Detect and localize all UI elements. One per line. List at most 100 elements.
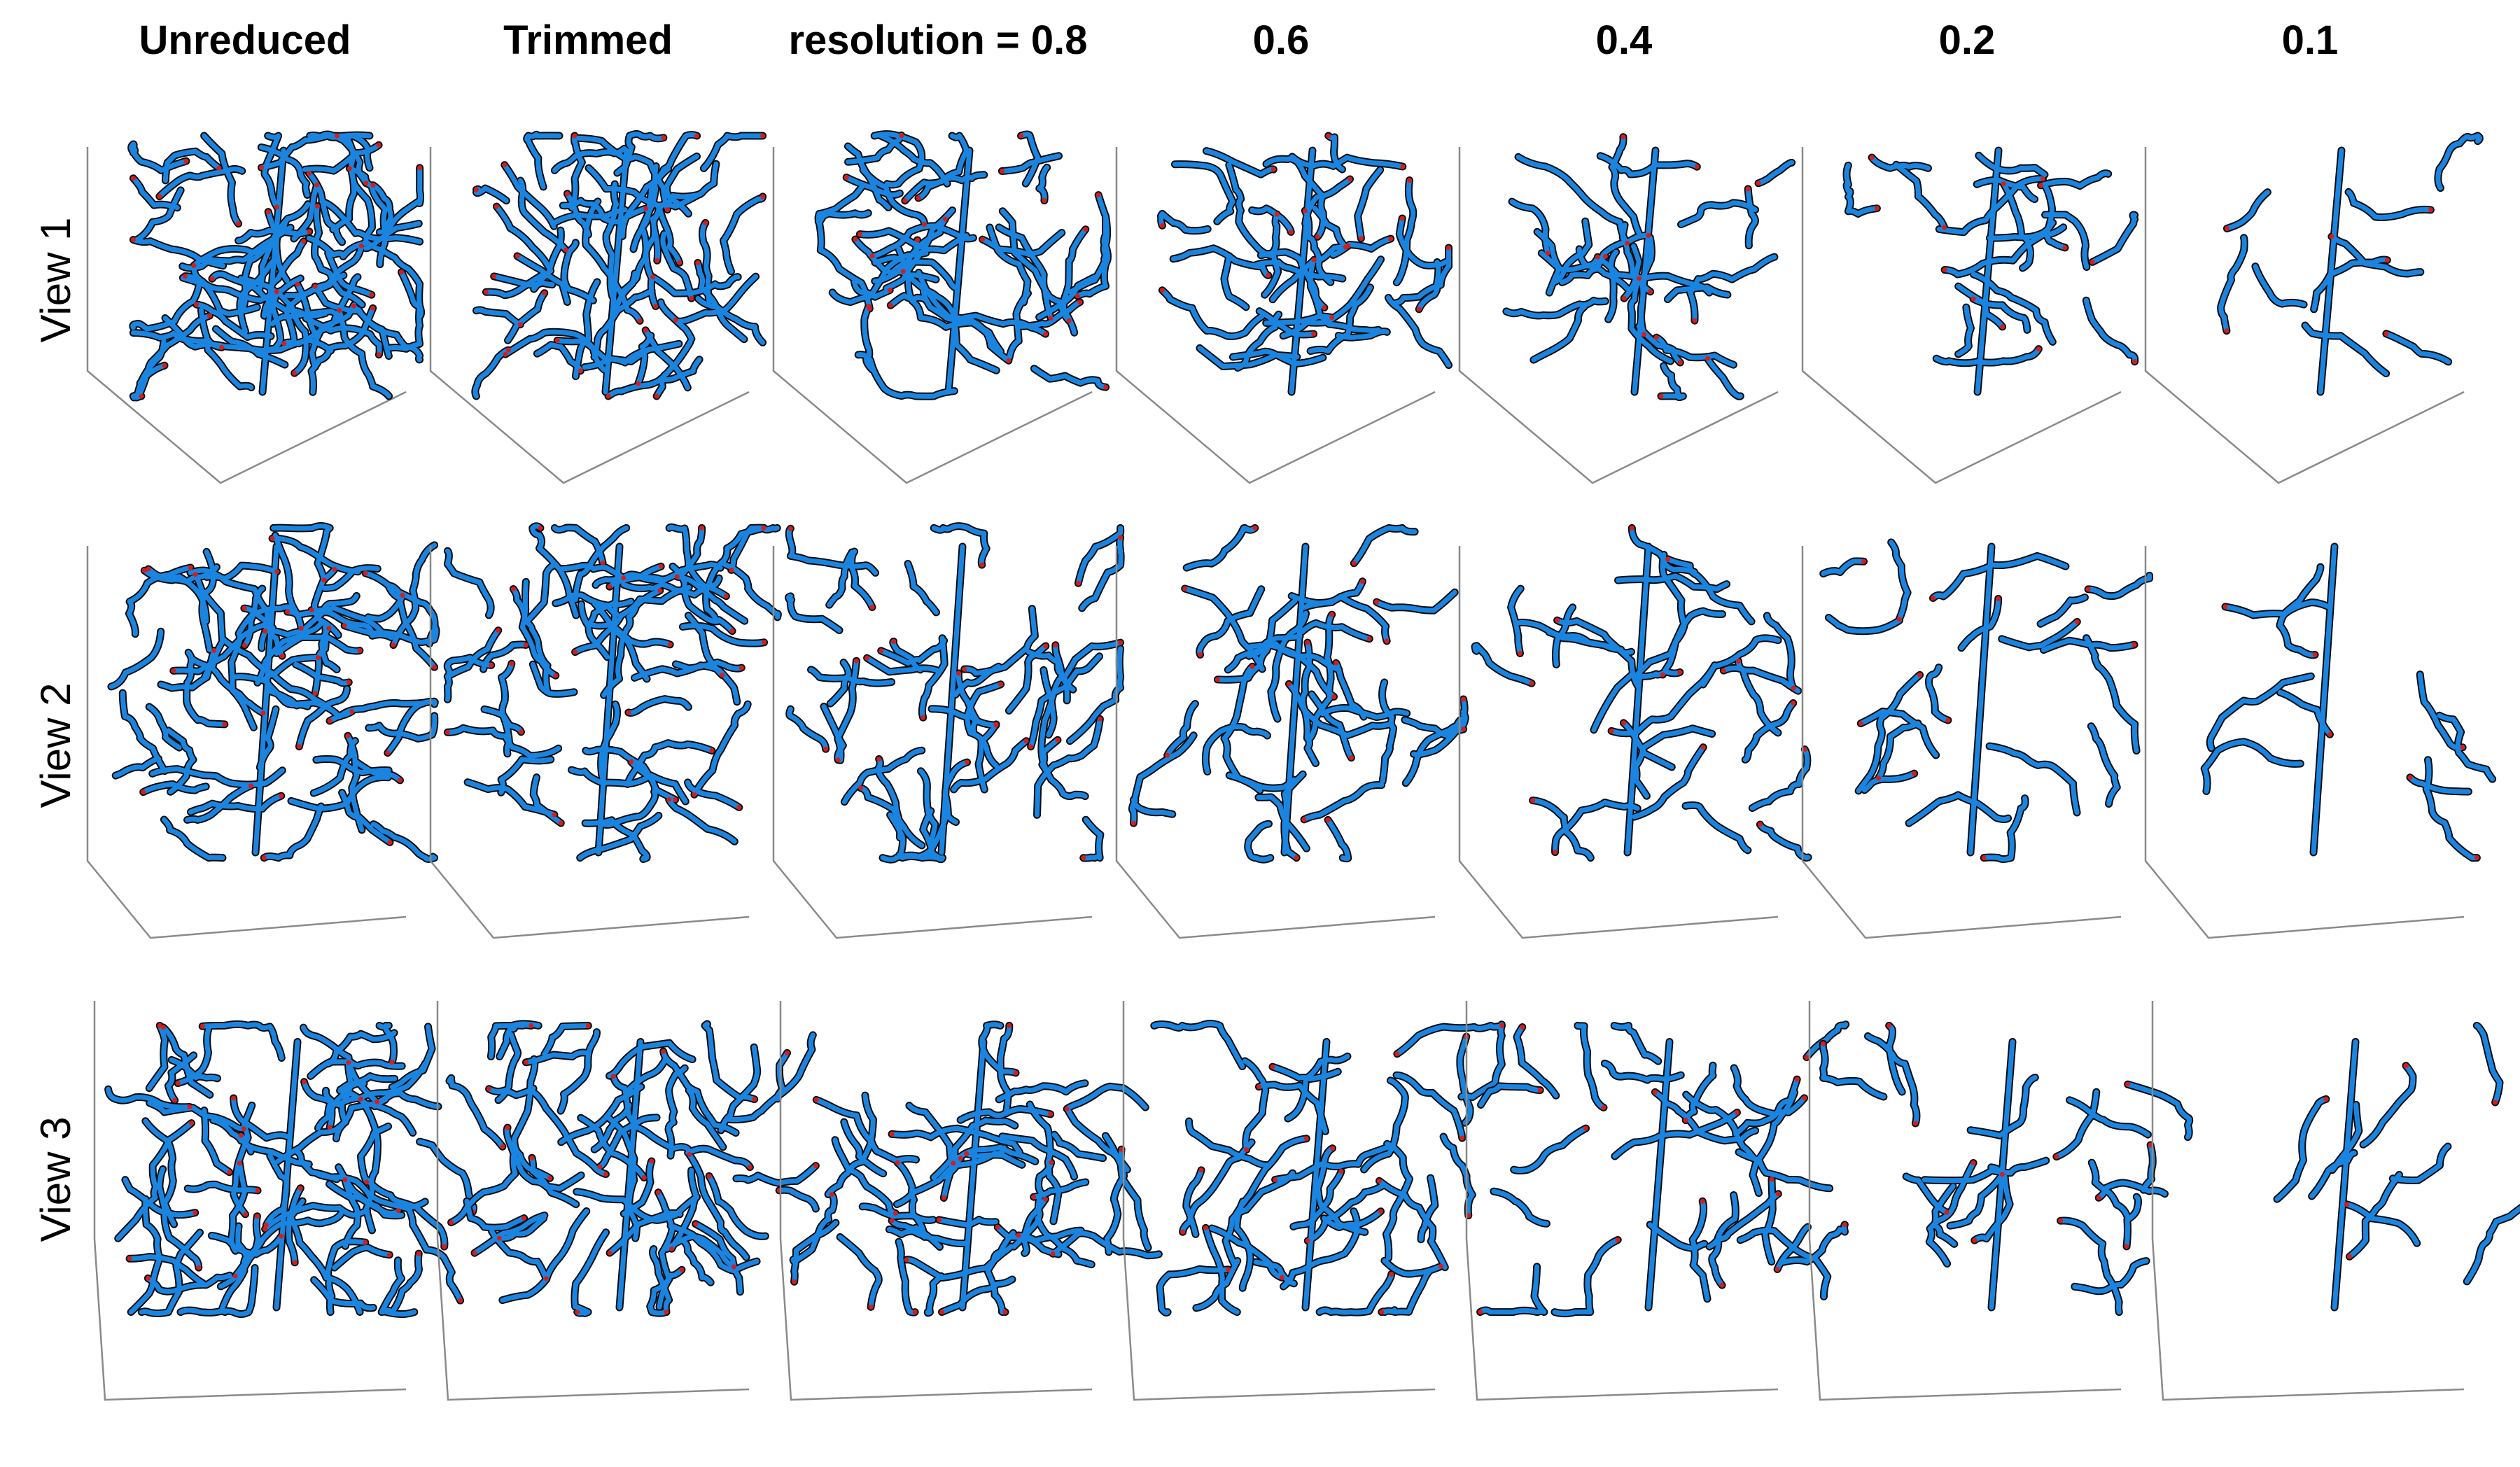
endpoint-marker [386, 1252, 392, 1258]
endpoint-marker [736, 805, 742, 810]
vessel-segment [729, 525, 780, 573]
panel-r3-c3 [779, 1001, 1163, 1401]
vessel-segment [1184, 525, 1258, 570]
endpoint-marker [1118, 535, 1124, 540]
endpoint-marker [327, 1125, 332, 1130]
endpoint-marker [643, 206, 648, 211]
endpoint-marker [1620, 134, 1626, 140]
vessel-segment-outline [522, 561, 558, 626]
endpoint-marker [391, 643, 396, 648]
endpoint-marker [964, 1151, 969, 1156]
vessel-segment [687, 1152, 749, 1260]
endpoint-marker [248, 783, 253, 789]
vessel-segment [2329, 234, 2423, 276]
endpoint-marker [241, 1126, 246, 1132]
vessel-segment [939, 544, 965, 855]
vessel-segment [524, 132, 562, 190]
vessel-segment [531, 775, 564, 826]
endpoint-marker [887, 288, 892, 293]
endpoint-marker [2312, 652, 2318, 657]
vessel-segment [1750, 1090, 1798, 1196]
vessel-segment-outline [471, 346, 512, 400]
vessel-segment [1856, 672, 1923, 794]
vessel-segment [504, 1125, 584, 1191]
vessel-segment [889, 1125, 1022, 1155]
endpoint-marker [316, 655, 321, 661]
vessel-segment [1264, 314, 1334, 325]
vessel-segment [1926, 665, 1951, 723]
vessel-segment [2464, 1205, 2520, 1284]
vessel-segment [512, 1056, 552, 1181]
endpoint-marker [1683, 1118, 1688, 1123]
vessel-network [2200, 542, 2497, 862]
endpoint-marker [335, 133, 340, 139]
vessel-segment [1039, 643, 1065, 775]
vessel-segment [1245, 821, 1273, 862]
endpoint-marker [363, 181, 369, 186]
vessel-segment [2417, 672, 2465, 750]
vessel-segment [496, 1032, 521, 1103]
endpoint-marker [364, 1179, 370, 1185]
vessel-segment [1035, 716, 1102, 817]
vessel-segment [1170, 246, 1271, 278]
endpoint-marker [1745, 186, 1751, 192]
vessel-segment [685, 1146, 752, 1170]
endpoint-marker [1378, 1209, 1383, 1214]
endpoint-marker [227, 1170, 232, 1175]
vessel-segment [366, 713, 438, 741]
endpoint-marker [1886, 1023, 1892, 1028]
vessel-segment [337, 1074, 398, 1093]
vessel-segment [182, 274, 303, 303]
endpoint-marker [1013, 1070, 1018, 1076]
vessel-segment [1394, 178, 1416, 286]
vessel-segment [404, 1201, 463, 1303]
endpoint-marker [332, 566, 337, 572]
vessel-segment [1322, 1209, 1383, 1230]
vessel-segment [500, 1209, 589, 1303]
endpoint-markers [141, 535, 438, 861]
endpoint-marker [1821, 1041, 1826, 1046]
vessel-segment [1555, 617, 1641, 689]
vessel-segment [721, 194, 766, 274]
vessel-segment [1383, 1141, 1412, 1261]
vessel-segment [1553, 800, 1640, 855]
vessel-segment [925, 1273, 944, 1316]
endpoint-marker [866, 304, 872, 309]
vessel-segment [293, 661, 351, 686]
endpoint-marker [1329, 612, 1335, 617]
vessel-segment [951, 1118, 1018, 1166]
endpoint-marker [1075, 580, 1081, 586]
vessel-segment [312, 302, 357, 344]
endpoint-marker [920, 715, 926, 720]
endpoint-marker [666, 796, 672, 802]
vessel-segment [660, 231, 694, 301]
endpoint-marker [915, 237, 920, 243]
vessel-segment [2407, 775, 2471, 794]
vessel-segment [529, 1155, 579, 1207]
endpoint-marker [2132, 359, 2138, 365]
vessel-segment [851, 279, 892, 300]
vessel-segment [327, 1181, 401, 1216]
endpoint-marker [1802, 1095, 1807, 1101]
vessel-segment [2346, 189, 2433, 220]
endpoint-marker [1791, 685, 1796, 691]
endpoint-marker [1028, 744, 1034, 750]
endpoint-marker [279, 653, 285, 659]
vessel-segment [1355, 167, 1383, 241]
panel-r1-c5 [1458, 133, 1796, 484]
endpoint-marker [345, 733, 351, 738]
endpoint-marker [553, 673, 559, 678]
vessel-segment [1223, 1170, 1295, 1268]
vessel-segment [481, 642, 528, 672]
endpoint-marker [1274, 211, 1280, 217]
vessel-segment [1974, 177, 2038, 202]
endpoint-marker [2036, 346, 2041, 352]
vessel-segment [2311, 257, 2390, 312]
vessel-segment [1688, 254, 1777, 323]
axis-frame [2151, 1001, 2465, 1401]
vessel-segment [1159, 288, 1265, 339]
vessel-segment [832, 1137, 898, 1216]
vessel-segment [1222, 253, 1249, 310]
vessel-segment [1616, 573, 1730, 592]
